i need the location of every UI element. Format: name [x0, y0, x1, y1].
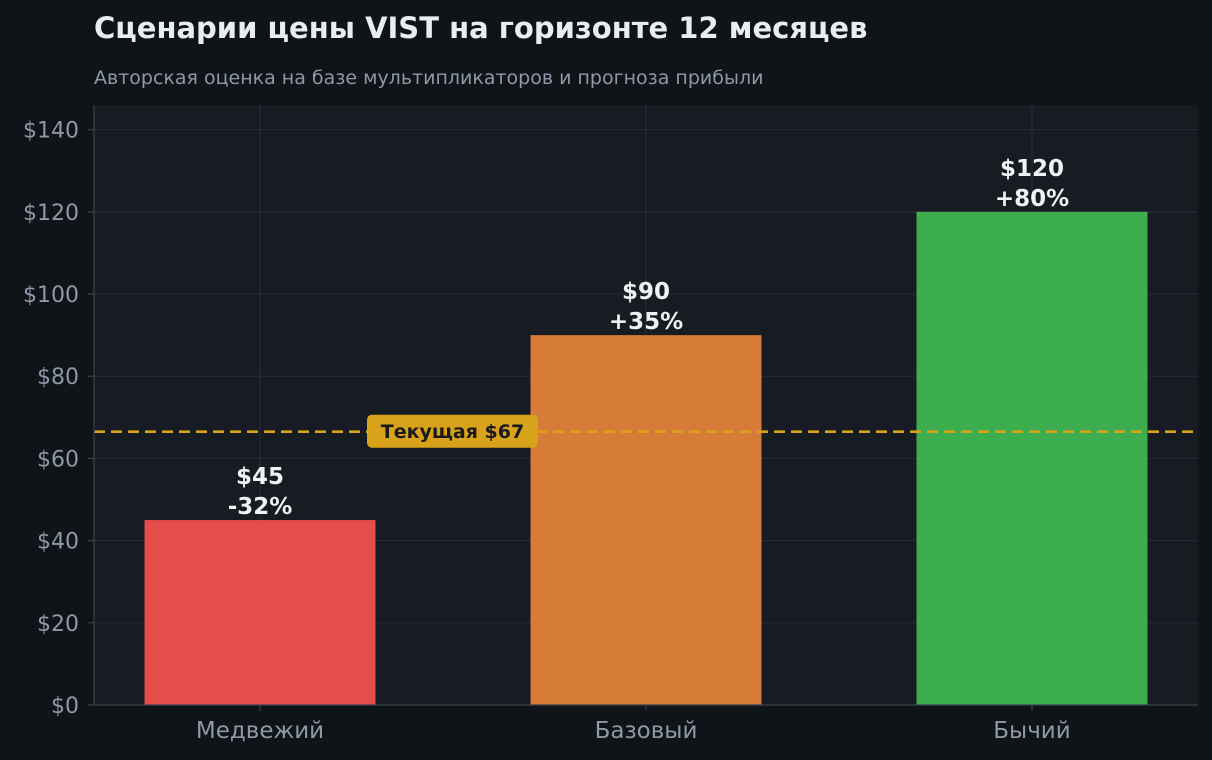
bars — [144, 211, 1148, 706]
y-tick-label: $100 — [23, 283, 79, 308]
bar-3 — [916, 211, 1148, 706]
y-tick-label: $140 — [23, 119, 79, 144]
bar-change-label: +35% — [609, 309, 683, 335]
x-tick-label: Медвежий — [196, 718, 324, 744]
y-tick-label: $120 — [23, 201, 79, 226]
bar-change-label: +80% — [995, 186, 1069, 212]
chart-title: Сценарии цены VIST на горизонте 12 месяц… — [94, 11, 868, 45]
bar-value-label: $90 — [622, 279, 670, 305]
x-tick-label: Бычий — [993, 718, 1070, 744]
reference-line-label-box — [367, 414, 538, 448]
y-tick-label: $20 — [37, 612, 79, 637]
y-tick-label: $0 — [51, 694, 79, 719]
bar-2 — [530, 335, 762, 705]
x-tick-label: Базовый — [595, 718, 698, 744]
axes: $0 $20 $40 $60 $80 $100 $120 $140 Медвежий Базовы… — [23, 105, 1198, 744]
chart-subtitle: Авторская оценка на базе мультипликаторо… — [94, 67, 764, 89]
y-tick-label: $80 — [37, 365, 79, 390]
bar-1 — [144, 520, 376, 705]
reference-line-label: Текущая $67 — [381, 421, 524, 443]
bar-change-label: -32% — [228, 494, 293, 520]
bar-value-labels: $45 -32% $90 +35% $120 +80% — [228, 156, 1069, 520]
reference-line-group: Текущая $67 — [94, 414, 1198, 448]
bar-value-label: $45 — [236, 464, 284, 490]
y-tick-label: $40 — [37, 530, 79, 555]
y-tick-label: $60 — [37, 447, 79, 472]
bar-value-label: $120 — [1000, 156, 1064, 182]
